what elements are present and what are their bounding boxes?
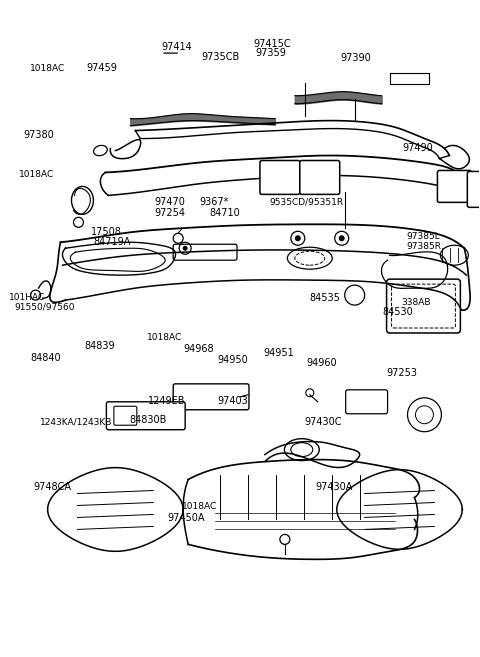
Text: 9367*: 9367* xyxy=(199,197,228,207)
Text: 97414: 97414 xyxy=(161,42,192,52)
Text: 97450A: 97450A xyxy=(167,514,205,524)
FancyBboxPatch shape xyxy=(300,160,340,194)
Text: 101HAC: 101HAC xyxy=(9,292,46,302)
Text: 84719A: 84719A xyxy=(93,237,131,247)
Circle shape xyxy=(339,235,345,241)
Text: 9535CD/95351R: 9535CD/95351R xyxy=(270,198,344,206)
FancyBboxPatch shape xyxy=(114,406,137,425)
Text: 97490: 97490 xyxy=(403,143,433,153)
FancyBboxPatch shape xyxy=(468,171,480,208)
Text: 97430A: 97430A xyxy=(316,482,353,492)
Text: 97359: 97359 xyxy=(256,49,287,58)
Text: 9748CA: 9748CA xyxy=(33,482,71,492)
Circle shape xyxy=(295,235,301,241)
Text: 97470: 97470 xyxy=(155,197,186,207)
Text: 94960: 94960 xyxy=(306,357,336,367)
Text: 91550/97560: 91550/97560 xyxy=(14,302,74,311)
Text: 94950: 94950 xyxy=(217,355,248,365)
Text: 338AB: 338AB xyxy=(402,298,431,307)
Text: 97403: 97403 xyxy=(217,396,248,405)
Circle shape xyxy=(183,246,188,251)
FancyBboxPatch shape xyxy=(437,170,471,202)
Text: 97385R: 97385R xyxy=(407,242,442,251)
Text: 84710: 84710 xyxy=(209,208,240,218)
FancyBboxPatch shape xyxy=(173,244,237,260)
FancyBboxPatch shape xyxy=(173,384,249,410)
Circle shape xyxy=(418,308,421,312)
Text: 94968: 94968 xyxy=(183,344,214,355)
Text: 97430C: 97430C xyxy=(305,417,342,426)
Text: 97254: 97254 xyxy=(155,208,186,218)
Text: 97253: 97253 xyxy=(386,368,417,378)
Text: 97459: 97459 xyxy=(86,64,117,74)
Text: 1018AC: 1018AC xyxy=(181,502,217,511)
Text: 1018AC: 1018AC xyxy=(30,64,66,73)
Text: 84839: 84839 xyxy=(84,341,115,351)
Text: 9735CB: 9735CB xyxy=(202,52,240,62)
Text: 17508: 17508 xyxy=(91,227,121,237)
FancyBboxPatch shape xyxy=(107,402,185,430)
Text: 97415C: 97415C xyxy=(253,39,291,49)
FancyBboxPatch shape xyxy=(386,279,460,333)
Text: 84535: 84535 xyxy=(310,293,340,303)
Text: 84840: 84840 xyxy=(30,353,61,363)
Text: 97385L: 97385L xyxy=(407,233,440,241)
Text: 97390: 97390 xyxy=(340,53,371,63)
Text: 84530: 84530 xyxy=(383,307,413,317)
Text: 1243KA/1243KB: 1243KA/1243KB xyxy=(40,417,112,426)
Text: 1249EB: 1249EB xyxy=(148,396,186,405)
FancyBboxPatch shape xyxy=(346,390,387,414)
Text: 1018AC: 1018AC xyxy=(19,170,54,179)
Text: 94951: 94951 xyxy=(263,348,294,359)
Text: 84830B: 84830B xyxy=(129,415,167,425)
Text: 97380: 97380 xyxy=(24,130,54,140)
FancyBboxPatch shape xyxy=(260,160,300,194)
Text: 1018AC: 1018AC xyxy=(147,332,182,342)
